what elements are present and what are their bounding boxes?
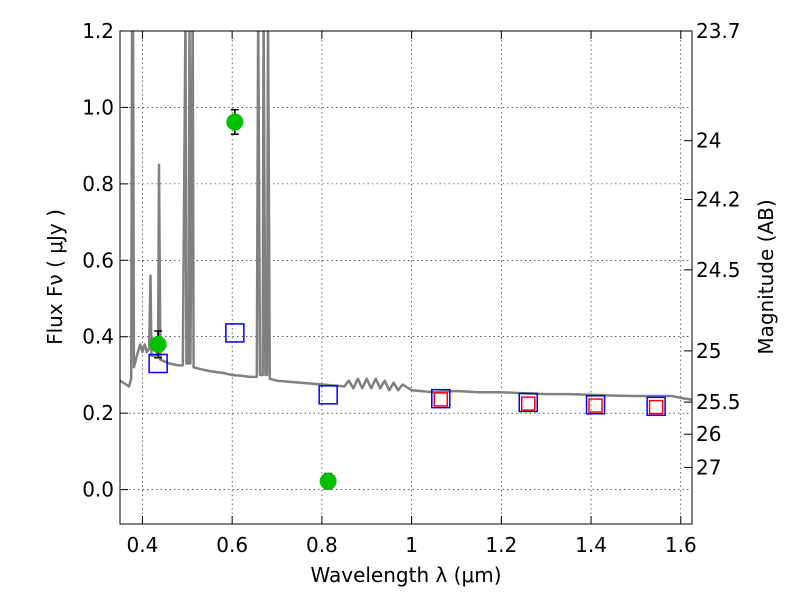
y-tick-label: 1.2 — [82, 19, 114, 43]
y2-tick-label: 24 — [696, 129, 721, 153]
data-point-square — [585, 395, 606, 415]
data-point-square — [225, 323, 245, 343]
x-tick-label: 1.4 — [575, 533, 607, 557]
y-tick-label: 0.4 — [82, 325, 114, 349]
y2-tick-label: 25 — [696, 339, 721, 363]
x-tick-label: 0.4 — [127, 533, 159, 557]
data-point-square — [433, 392, 449, 407]
data-point-square — [318, 385, 338, 405]
plot-frame — [119, 30, 693, 525]
y-tick-label: 1.0 — [82, 95, 114, 119]
series-2 — [433, 392, 664, 415]
x-axis-label: Wavelength λ (μm) — [310, 563, 501, 587]
data-point-square — [648, 399, 664, 415]
y2-tick-label: 26 — [696, 422, 721, 446]
data-point-circle — [226, 113, 244, 131]
data-point-circle — [149, 335, 167, 353]
series-1 — [148, 323, 666, 417]
x-tick-label: 0.6 — [216, 533, 248, 557]
y2-tick-label: 23.7 — [696, 19, 741, 43]
y-axis-label: Flux Fν ( μJy ) — [43, 209, 67, 345]
x-tick-label: 1.6 — [665, 533, 697, 557]
x-tick-label: 1.2 — [485, 533, 517, 557]
data-point-square — [646, 396, 666, 417]
y2-tick-label: 27 — [696, 455, 721, 479]
data-point-square — [521, 396, 536, 411]
data-point-circle — [319, 472, 337, 490]
series-0 — [149, 108, 337, 490]
data-point-square — [148, 353, 168, 374]
x-tick-label: 0.8 — [306, 533, 338, 557]
y2-tick-label: 24.5 — [696, 258, 741, 282]
y2-axis-label: Magnitude (AB) — [754, 199, 778, 354]
data-point-square — [588, 398, 603, 413]
y-tick-label: 0.6 — [82, 248, 114, 272]
x-tick-label: 1 — [405, 533, 418, 557]
y2-tick-label: 24.2 — [696, 188, 741, 212]
data-point-square — [518, 392, 539, 413]
y-tick-label: 0.8 — [82, 172, 114, 196]
data-point-square — [431, 388, 451, 409]
plot-area — [120, 31, 692, 490]
spectrum-line — [120, 31, 692, 402]
y-tick-label: 0.2 — [82, 401, 114, 425]
axes: 0.4 0.6 0.8 1 1.2 1.4 1.6 0.0 0.2 0.4 0.6 0.8 1.0 1.2… — [82, 19, 740, 557]
y-tick-label: 0.0 — [82, 478, 114, 502]
y2-tick-label: 25.5 — [696, 390, 741, 414]
